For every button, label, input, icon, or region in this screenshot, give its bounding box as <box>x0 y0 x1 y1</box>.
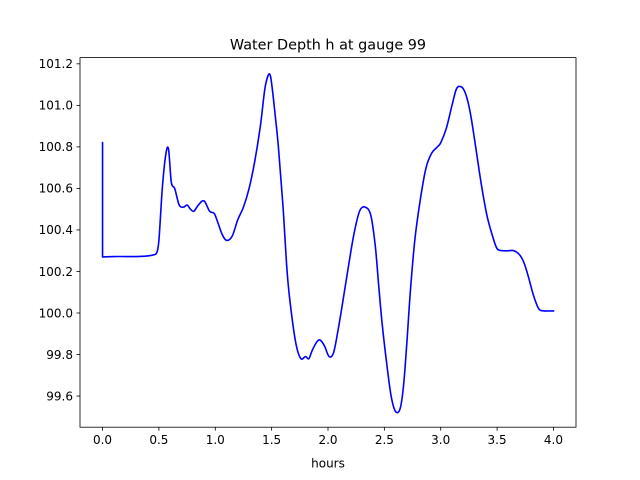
x-tick-label: 1.5 <box>262 433 281 447</box>
y-tick-label: 100.2 <box>39 265 73 279</box>
x-tick-label: 1.0 <box>206 433 225 447</box>
y-tick-label: 99.8 <box>46 348 73 362</box>
y-tick-label: 100.8 <box>39 140 73 154</box>
y-tick-label: 100.4 <box>39 223 73 237</box>
x-axis-label: hours <box>311 457 345 471</box>
y-tick-label: 101.2 <box>39 57 73 71</box>
y-axis: 99.6 99.8 100.0 100.2 100.4 100.6 100.8 101.0 10… <box>39 57 80 403</box>
x-tick-label: 2.5 <box>375 433 394 447</box>
x-tick-label: 3.5 <box>488 433 507 447</box>
y-tick-label: 99.6 <box>46 389 73 403</box>
y-tick-label: 100.0 <box>39 306 73 320</box>
series-line-0 <box>101 73 555 414</box>
x-tick-label: 3.0 <box>431 433 450 447</box>
chart-title: Water Depth h at gauge 99 <box>230 38 426 54</box>
series-layer <box>101 73 555 414</box>
y-tick-label: 101.0 <box>39 99 73 113</box>
x-tick-label: 2.0 <box>318 433 337 447</box>
x-tick-label: 0.5 <box>149 433 168 447</box>
x-axis: 0.0 0.5 1.0 1.5 2.0 2.5 3.0 3.5 4.0 <box>93 427 563 447</box>
x-tick-label: 0.0 <box>93 433 112 447</box>
plot-area: 0.0 0.5 1.0 1.5 2.0 2.5 3.0 3.5 4.0 99.6 99.8 100.… <box>39 57 577 447</box>
x-tick-label: 4.0 <box>544 433 563 447</box>
y-tick-label: 100.6 <box>39 182 73 196</box>
